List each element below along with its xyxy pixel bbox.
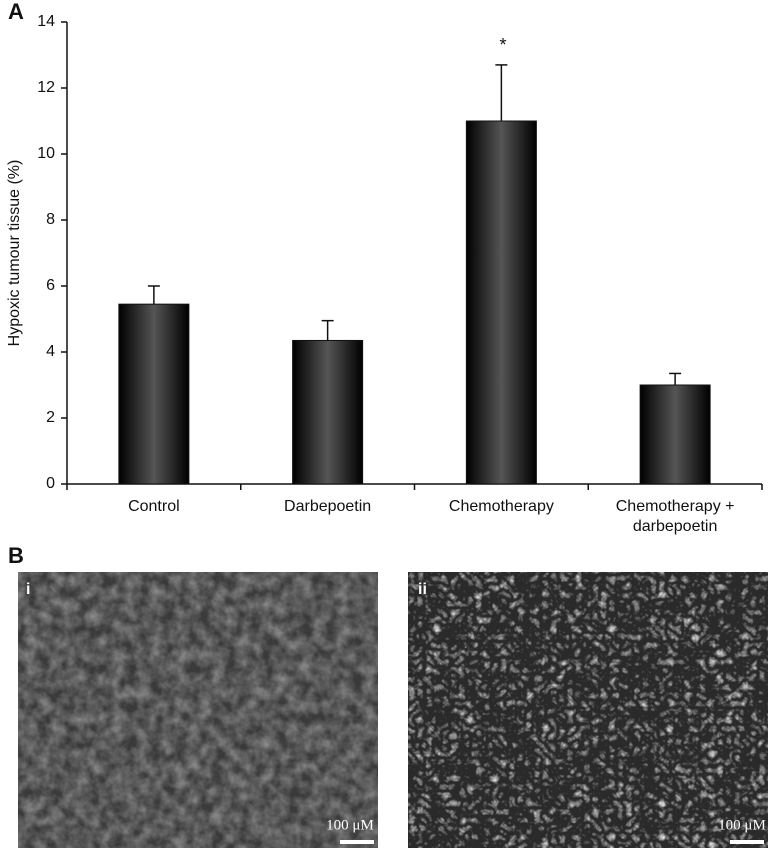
- x-tick-label: Control: [128, 498, 180, 515]
- annotation: *: [499, 35, 506, 55]
- scale-bar: [730, 840, 764, 844]
- y-tick-label: 14: [37, 13, 55, 30]
- y-tick-label: 2: [46, 409, 55, 426]
- y-tick-label: 10: [37, 145, 55, 162]
- x-tick-label: Darbepoetin: [284, 498, 372, 515]
- bar: [639, 384, 711, 485]
- scale-bar-label: 100 μM: [718, 817, 766, 833]
- scale-bar: [340, 840, 374, 844]
- image-label: i: [26, 581, 30, 598]
- y-tick-label: 6: [46, 277, 55, 294]
- panel-label: B: [8, 543, 24, 568]
- panel-label: A: [8, 0, 24, 24]
- image-label: ii: [418, 581, 427, 598]
- y-tick-label: 0: [46, 475, 55, 492]
- y-tick-label: 12: [37, 79, 55, 96]
- scale-bar-label: 100 μM: [326, 817, 374, 833]
- y-axis-title: Hypoxic tumour tissue (%): [6, 160, 23, 347]
- y-tick-label: 4: [46, 343, 55, 360]
- x-tick-label: Chemotherapy + darbepoetin: [615, 498, 735, 535]
- y-tick-label: 8: [46, 211, 55, 228]
- micrograph-texture: [408, 572, 768, 848]
- bar: [118, 303, 190, 485]
- x-tick-label: Chemotherapy: [448, 498, 554, 515]
- bar: [292, 339, 364, 485]
- bar: [465, 120, 537, 485]
- micrograph-texture: [18, 572, 378, 848]
